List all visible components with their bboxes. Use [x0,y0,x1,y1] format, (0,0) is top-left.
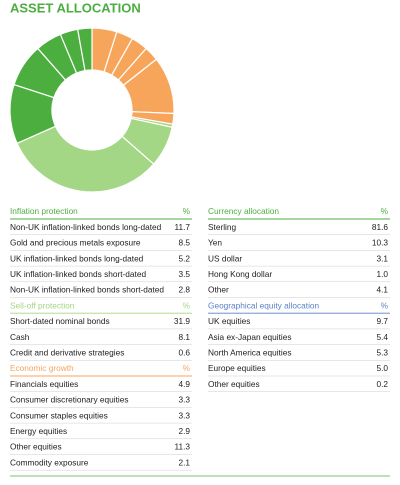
row-label: Hong Kong dollar [208,269,272,279]
row-value: 0.6 [178,347,190,357]
row-label: Other [208,285,229,295]
row-value: 5.3 [376,347,388,357]
row-value: 3.3 [178,395,190,405]
unit-label: % [183,363,191,373]
row-label: Energy equities [10,426,67,436]
section-heading: Economic growth [10,363,74,373]
row-label: Non-UK inflation-linked bonds short-date… [10,285,164,295]
row-value: 2.1 [178,457,190,467]
row-value: 2.8 [178,285,190,295]
row-value: 11.3 [174,442,190,452]
row-label: Sterling [208,222,237,232]
row-value: 4.1 [376,285,388,295]
unit-label: % [183,206,191,216]
row-value: 3.1 [376,253,388,263]
row-label: UK equities [208,316,250,326]
section-heading: Geographical equity allocation [208,300,320,310]
row-value: 3.3 [178,410,190,420]
row-label: Other equities [208,379,260,389]
unit-label: % [381,206,389,216]
row-label: Non-UK inflation-linked bonds long-dated [10,222,162,232]
row-value: 0.2 [376,379,388,389]
row-label: Yen [208,238,222,248]
title: ASSET ALLOCATION [10,0,141,15]
row-label: Other equities [10,442,62,452]
row-value: 81.6 [372,222,389,232]
row-value: 9.7 [376,316,388,326]
row-label: Short-dated nominal bonds [10,316,110,326]
row-value: 8.5 [178,238,190,248]
row-value: 2.9 [178,426,190,436]
row-label: Financials equities [10,379,78,389]
row-label: US dollar [208,253,242,263]
row-label: UK inflation-linked bonds short-dated [10,269,146,279]
row-value: 5.4 [376,332,388,342]
unit-label: % [183,300,191,310]
row-value: 11.7 [174,222,190,232]
donut-segment [76,27,93,72]
row-label: Cash [10,332,30,342]
row-value: 8.1 [178,332,190,342]
row-label: Consumer staples equities [10,410,108,420]
row-value: 1.0 [376,269,388,279]
row-label: Europe equities [208,363,266,373]
row-value: 10.3 [372,238,389,248]
row-label: UK inflation-linked bonds long-dated [10,253,144,263]
section-heading: Sell-off protection [10,300,75,310]
row-value: 31.9 [174,316,191,326]
row-value: 5.0 [376,363,388,373]
row-label: Credit and derivative strategies [10,347,124,357]
donut-segment [16,125,155,193]
row-label: Consumer discretionary equities [10,395,129,405]
section-heading: Inflation protection [10,206,78,216]
unit-label: % [381,300,389,310]
row-label: Commodity exposure [10,457,89,467]
row-value: 5.2 [178,253,190,263]
row-label: Gold and precious metals exposure [10,238,141,248]
donut-chart [9,27,175,193]
row-label: Asia ex-Japan equities [208,332,291,342]
row-value: 3.5 [178,269,190,279]
row-label: North America equities [208,347,291,357]
section-heading: Currency allocation [208,206,279,216]
row-value: 4.9 [178,379,190,389]
